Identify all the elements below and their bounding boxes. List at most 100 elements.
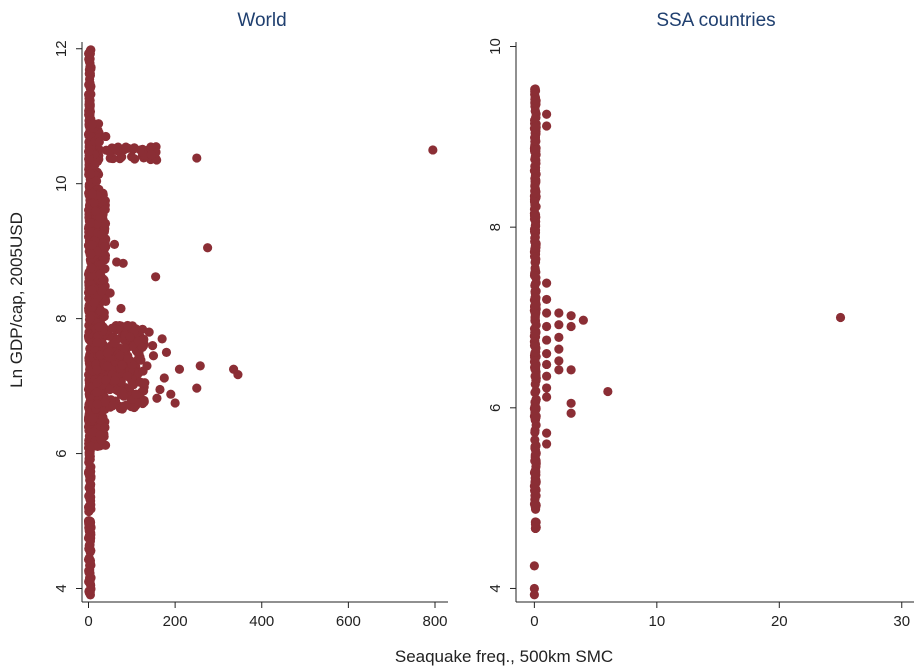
data-point bbox=[148, 351, 159, 361]
data-point bbox=[192, 383, 202, 393]
data-point bbox=[531, 485, 541, 495]
data-point bbox=[85, 590, 95, 600]
data-point bbox=[542, 439, 552, 449]
data-point bbox=[101, 375, 111, 385]
x-tick-label: 200 bbox=[163, 613, 188, 630]
data-point bbox=[531, 373, 541, 383]
data-point bbox=[542, 294, 552, 305]
data-point bbox=[530, 467, 540, 477]
data-point bbox=[530, 237, 540, 247]
data-point bbox=[102, 348, 113, 358]
data-point bbox=[110, 144, 120, 154]
data-point bbox=[152, 393, 162, 403]
x-axis-label: Seaquake freq., 500km SMC bbox=[395, 647, 613, 666]
data-point bbox=[542, 428, 552, 438]
data-point bbox=[101, 296, 111, 307]
x-tick-label: 800 bbox=[422, 613, 447, 630]
data-point bbox=[530, 201, 540, 211]
data-point bbox=[531, 347, 541, 357]
data-point bbox=[531, 394, 541, 405]
data-point bbox=[122, 371, 132, 381]
y-tick-label: 12 bbox=[53, 40, 70, 57]
world-panel: World 4 6 8 10 12 0 200 400 600 800 bbox=[53, 10, 448, 630]
data-point bbox=[84, 146, 94, 157]
data-point bbox=[542, 383, 552, 393]
data-point bbox=[92, 387, 102, 397]
data-point bbox=[92, 399, 102, 409]
x-tick-label: 20 bbox=[771, 613, 788, 630]
x-tick-label: 30 bbox=[893, 613, 910, 630]
data-point bbox=[529, 224, 540, 234]
data-point bbox=[542, 349, 552, 359]
data-point bbox=[192, 153, 202, 163]
data-point bbox=[530, 84, 540, 94]
data-point bbox=[85, 313, 95, 324]
data-point bbox=[84, 567, 94, 577]
data-point bbox=[530, 477, 540, 487]
data-point bbox=[530, 292, 540, 302]
data-point bbox=[105, 384, 115, 395]
data-point bbox=[100, 397, 110, 407]
data-point bbox=[108, 401, 118, 411]
data-point bbox=[85, 99, 95, 110]
panel-title: SSA countries bbox=[656, 10, 775, 31]
data-point bbox=[554, 308, 564, 318]
data-point bbox=[85, 454, 95, 465]
data-point bbox=[123, 353, 133, 364]
data-point bbox=[101, 131, 111, 142]
data-point bbox=[835, 312, 846, 323]
data-point bbox=[530, 187, 540, 198]
data-point bbox=[531, 299, 541, 309]
data-point bbox=[554, 344, 564, 354]
data-point bbox=[86, 169, 96, 179]
data-point bbox=[578, 315, 588, 325]
data-point bbox=[107, 323, 117, 333]
data-point bbox=[542, 371, 552, 381]
data-point bbox=[94, 137, 104, 147]
data-point bbox=[137, 342, 147, 352]
y-tick-label: 8 bbox=[487, 223, 504, 231]
data-point bbox=[85, 524, 95, 534]
data-point bbox=[86, 263, 96, 273]
data-point bbox=[155, 384, 165, 395]
data-point bbox=[530, 174, 540, 184]
data-point bbox=[566, 321, 576, 332]
data-point bbox=[566, 311, 576, 321]
panel-title: World bbox=[237, 10, 286, 31]
data-point bbox=[159, 373, 169, 383]
data-point bbox=[92, 365, 102, 375]
data-point bbox=[530, 435, 540, 445]
data-point bbox=[530, 362, 541, 372]
data-point bbox=[603, 386, 613, 397]
data-point bbox=[530, 133, 540, 143]
data-point bbox=[95, 269, 105, 279]
data-point bbox=[125, 332, 135, 342]
data-point bbox=[529, 583, 539, 594]
data-point bbox=[85, 62, 95, 72]
data-point bbox=[554, 356, 564, 366]
data-point bbox=[123, 320, 133, 331]
data-point bbox=[542, 109, 552, 119]
data-point bbox=[554, 320, 564, 330]
data-point bbox=[530, 145, 540, 155]
data-point bbox=[531, 254, 541, 264]
data-point bbox=[530, 443, 540, 453]
data-point bbox=[531, 320, 541, 330]
data-point bbox=[131, 389, 141, 399]
data-point bbox=[530, 456, 540, 466]
data-point bbox=[110, 338, 120, 348]
data-point bbox=[86, 249, 96, 259]
data-point bbox=[88, 414, 98, 424]
data-point bbox=[88, 119, 98, 129]
data-point bbox=[566, 398, 576, 408]
data-point bbox=[529, 270, 540, 281]
data-point bbox=[92, 337, 102, 348]
data-point bbox=[100, 204, 110, 215]
data-point bbox=[542, 359, 552, 370]
data-point bbox=[139, 395, 149, 406]
data-point bbox=[121, 142, 131, 152]
data-point bbox=[83, 554, 94, 565]
data-point bbox=[86, 500, 96, 510]
data-point bbox=[84, 577, 94, 587]
data-point bbox=[554, 332, 564, 342]
